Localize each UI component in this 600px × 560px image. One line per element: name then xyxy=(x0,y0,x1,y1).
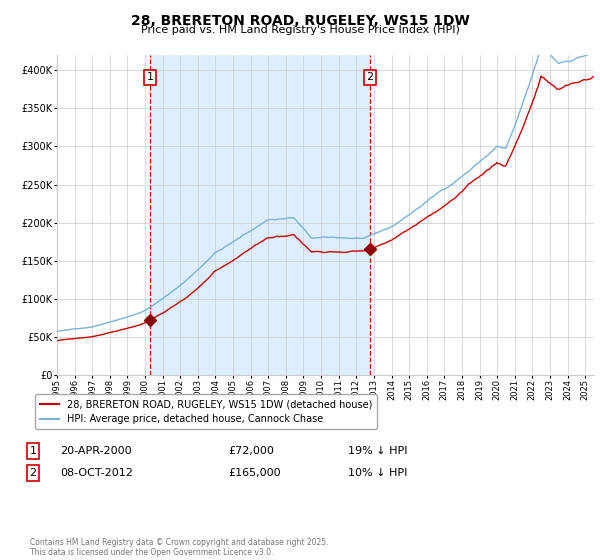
Text: 19% ↓ HPI: 19% ↓ HPI xyxy=(348,446,407,456)
Text: 2: 2 xyxy=(367,72,373,82)
Text: 1: 1 xyxy=(29,446,37,456)
Text: 28, BRERETON ROAD, RUGELEY, WS15 1DW: 28, BRERETON ROAD, RUGELEY, WS15 1DW xyxy=(131,14,469,28)
Text: Contains HM Land Registry data © Crown copyright and database right 2025.
This d: Contains HM Land Registry data © Crown c… xyxy=(30,538,329,557)
Text: 20-APR-2000: 20-APR-2000 xyxy=(60,446,131,456)
Text: Price paid vs. HM Land Registry's House Price Index (HPI): Price paid vs. HM Land Registry's House … xyxy=(140,25,460,35)
Text: 10% ↓ HPI: 10% ↓ HPI xyxy=(348,468,407,478)
Text: £165,000: £165,000 xyxy=(228,468,281,478)
Text: £72,000: £72,000 xyxy=(228,446,274,456)
Text: 2: 2 xyxy=(29,468,37,478)
Text: 1: 1 xyxy=(146,72,154,82)
Legend: 28, BRERETON ROAD, RUGELEY, WS15 1DW (detached house), HPI: Average price, detac: 28, BRERETON ROAD, RUGELEY, WS15 1DW (de… xyxy=(35,394,377,429)
Bar xyxy=(150,55,370,375)
Text: 08-OCT-2012: 08-OCT-2012 xyxy=(60,468,133,478)
